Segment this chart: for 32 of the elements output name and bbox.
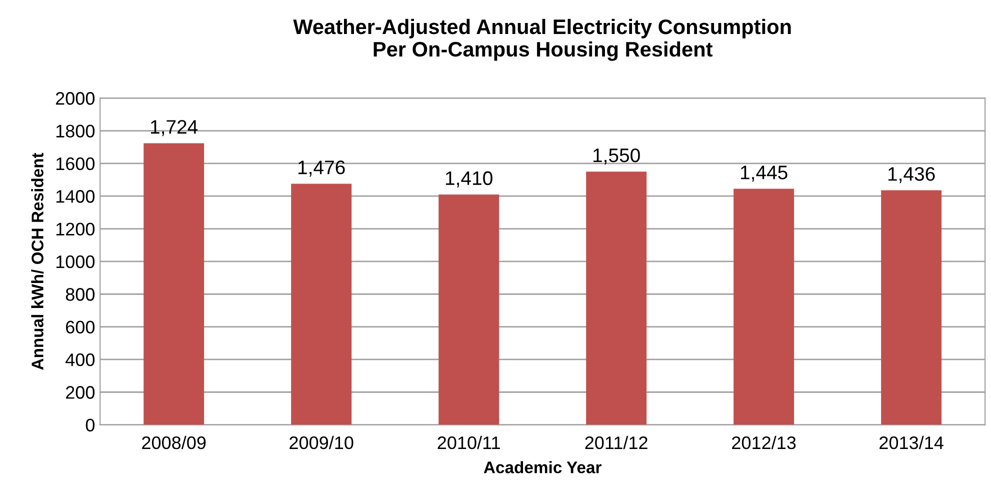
y-tick-label: 400 <box>66 353 95 366</box>
y-tick-label: 1600 <box>56 157 95 170</box>
y-tick-label: 1800 <box>56 124 95 138</box>
data-label: 1,550 <box>593 148 640 165</box>
bar <box>881 190 942 425</box>
bar <box>586 172 647 425</box>
bar <box>144 143 204 425</box>
y-tick-label: 1000 <box>56 255 95 268</box>
bar <box>291 184 352 425</box>
x-tick-label: 2012/13 <box>732 436 796 450</box>
data-label: 1,476 <box>298 160 345 177</box>
y-tick-label: 800 <box>66 288 95 301</box>
y-tick-label: 600 <box>66 320 95 334</box>
data-label: 1,410 <box>446 171 492 188</box>
x-tick-label: 2009/10 <box>290 436 354 450</box>
y-tick-label: 200 <box>66 386 95 399</box>
x-tick-label: 2011/12 <box>585 436 648 450</box>
x-tick-label: 2008/09 <box>142 436 206 450</box>
x-axis-title: Academic Year <box>484 461 602 474</box>
x-tick-label: 2013/14 <box>880 436 944 450</box>
x-tick-label: 2010/11 <box>438 436 500 450</box>
y-tick-label: 2000 <box>56 92 95 105</box>
data-label: 1,436 <box>888 167 935 184</box>
y-axis-title: Annual kWh/ OCH Resident <box>31 152 44 370</box>
data-label: 1,724 <box>150 120 198 136</box>
chart-title: Weather-Adjusted Annual Electricity Consumption Per On-Campus Housing Resident <box>293 18 791 61</box>
bar <box>734 188 794 425</box>
data-label: 1,445 <box>740 166 788 182</box>
y-tick-label: 1200 <box>56 222 95 236</box>
bar <box>438 194 500 425</box>
y-tick-label: 0 <box>86 418 95 432</box>
y-tick-label: 1400 <box>56 190 95 203</box>
